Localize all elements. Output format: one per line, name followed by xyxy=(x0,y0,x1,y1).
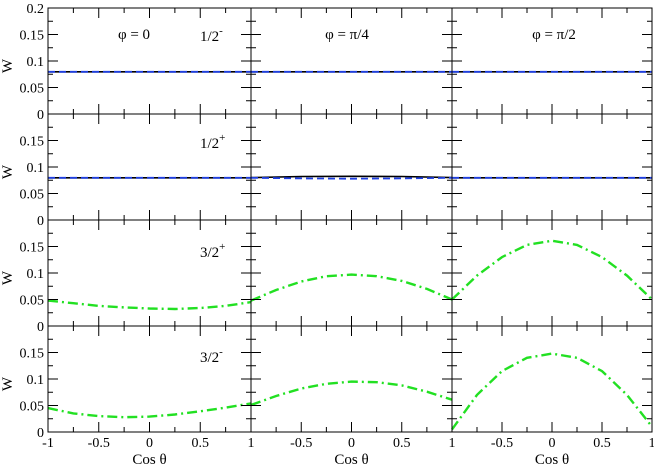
row-label-sup: + xyxy=(219,241,225,253)
x-tick-label: 0.5 xyxy=(593,436,611,451)
y-tick-label: 0 xyxy=(37,426,44,441)
row-label-sup: - xyxy=(219,346,223,358)
y-tick-label: 0 xyxy=(37,108,44,123)
x-axis-label: Cos θ xyxy=(132,452,166,465)
row-label-sup: + xyxy=(219,132,225,144)
x-tick-label: 0 xyxy=(348,436,355,451)
row-label-base: 3/2 xyxy=(200,350,219,366)
x-tick-label: -1 xyxy=(42,436,54,451)
y-tick-label: 0.15 xyxy=(20,241,45,256)
x-axis-label: Cos θ xyxy=(535,452,569,465)
panel-frame-r0-c2 xyxy=(451,7,653,115)
series-line-r1-c1-s1 xyxy=(250,176,453,180)
x-tick-label: 0.5 xyxy=(192,436,210,451)
row-label-base: 1/2 xyxy=(200,136,219,152)
panel-frame-r3-c2 xyxy=(451,325,653,433)
y-tick-label: 0.15 xyxy=(20,347,45,362)
x-tick-label: -0.5 xyxy=(491,436,513,451)
y-axis-label: W xyxy=(0,164,16,179)
panel-frame-r1-c1 xyxy=(250,113,453,221)
y-tick-label: 0.1 xyxy=(27,373,45,388)
series-line-r1-c1-s0 xyxy=(250,175,453,179)
series-line-r2-c0-s0 xyxy=(47,299,252,311)
series-lines xyxy=(47,70,653,431)
row-label-spin-parity: 3/2+ xyxy=(200,241,225,261)
panel-frame-r0-c1 xyxy=(250,7,453,115)
axis-ticks xyxy=(47,7,653,433)
x-tick-label: 1 xyxy=(248,436,255,451)
row-label-base: 3/2 xyxy=(200,245,219,261)
series-line-r2-c1-s0 xyxy=(250,273,453,302)
panel-frame-r2-c1 xyxy=(250,219,453,327)
row-label-spin-parity: 3/2- xyxy=(200,346,223,366)
row-label-base: 1/2 xyxy=(200,29,219,45)
series-line-r3-c1-s0 xyxy=(250,380,453,407)
row-label-spin-parity: 1/2- xyxy=(200,25,223,45)
x-tick-label: 0.5 xyxy=(393,436,411,451)
series-line-r2-c2-s0 xyxy=(451,239,653,301)
panel-frame-r0-c0 xyxy=(47,7,252,115)
column-label-phi: φ = 0 xyxy=(118,27,150,43)
y-tick-label: 0.05 xyxy=(20,82,45,97)
row-label-sup: - xyxy=(219,25,223,37)
y-axis-label: W xyxy=(0,376,16,391)
column-label-phi: φ = π/4 xyxy=(325,27,369,43)
y-tick-label: 0.05 xyxy=(20,188,45,203)
y-axis-label: W xyxy=(0,270,16,285)
y-tick-label: 0.15 xyxy=(20,135,45,150)
column-label-phi: φ = π/2 xyxy=(532,27,576,43)
panel-frame-r3-c1 xyxy=(250,325,453,433)
panel-frame-r1-c0 xyxy=(47,113,252,221)
y-tick-label: 0.15 xyxy=(20,29,45,44)
x-tick-label: -0.5 xyxy=(88,436,110,451)
panel-frame-r1-c2 xyxy=(451,113,653,221)
y-tick-label: 0.1 xyxy=(27,55,45,70)
series-line-r3-c0-s0 xyxy=(47,402,252,419)
x-tick-label: 1 xyxy=(649,436,654,451)
x-tick-label: 1 xyxy=(449,436,456,451)
y-axis-label: W xyxy=(0,58,16,73)
y-tick-label: 0.1 xyxy=(27,267,45,282)
y-tick-label: 0 xyxy=(37,214,44,229)
y-tick-label: 0.05 xyxy=(20,400,45,415)
y-tick-label: 0.1 xyxy=(27,161,45,176)
row-label-spin-parity: 1/2+ xyxy=(200,132,225,152)
panel-frame-r2-c0 xyxy=(47,219,252,327)
y-tick-label: 0.2 xyxy=(27,2,45,17)
x-tick-label: -0.5 xyxy=(290,436,312,451)
x-axis-label: Cos θ xyxy=(334,452,368,465)
x-tick-label: 0 xyxy=(549,436,556,451)
x-tick-label: 0 xyxy=(146,436,153,451)
series-line-r3-c2-s0 xyxy=(451,352,653,431)
y-tick-label: 0 xyxy=(37,320,44,335)
y-tick-label: 0.05 xyxy=(20,294,45,309)
